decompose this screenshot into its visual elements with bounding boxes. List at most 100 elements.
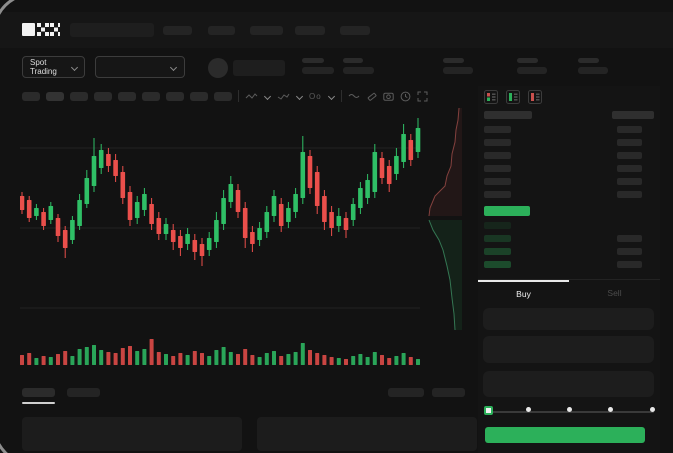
- interval-button[interactable]: [46, 91, 64, 101]
- bid-row[interactable]: [478, 219, 648, 232]
- wave-icon[interactable]: [348, 92, 360, 100]
- bid-row[interactable]: [478, 245, 648, 258]
- pair-dropdown[interactable]: [95, 56, 185, 78]
- stat-value-placeholder: [517, 67, 547, 74]
- price-input[interactable]: [483, 308, 654, 330]
- market-type-dropdown[interactable]: Spot Trading: [22, 56, 85, 78]
- stat-label-placeholder: [578, 58, 599, 63]
- stat-label-placeholder: [443, 58, 464, 63]
- chevron-down-icon: [170, 64, 177, 71]
- ask-price-placeholder: [484, 191, 511, 198]
- buy-submit-button[interactable]: [485, 427, 645, 443]
- ask-amount-placeholder: [617, 126, 642, 133]
- orderbook-bids: [478, 219, 648, 271]
- toolbar-divider: [238, 90, 239, 102]
- slider-stop[interactable]: [526, 407, 531, 412]
- ask-row[interactable]: [478, 175, 648, 188]
- ask-row[interactable]: [478, 136, 648, 149]
- chevron-down-icon[interactable]: [296, 93, 303, 100]
- okx-logo[interactable]: [22, 23, 60, 37]
- bid-price-placeholder: [484, 222, 511, 229]
- interval-button[interactable]: [94, 91, 112, 101]
- nav-item-placeholder[interactable]: [340, 26, 370, 35]
- indicator-line-icon[interactable]: [245, 92, 258, 101]
- ask-amount-placeholder: [617, 152, 642, 159]
- chevron-down-icon[interactable]: [264, 93, 271, 100]
- indicator-line2-icon[interactable]: [277, 92, 290, 101]
- tab-sell[interactable]: Sell: [607, 288, 622, 298]
- interval-button[interactable]: [142, 91, 160, 101]
- amount-input[interactable]: [483, 336, 654, 363]
- interval-button[interactable]: [118, 91, 136, 101]
- bid-amount-placeholder: [617, 261, 642, 268]
- stat-value-placeholder: [343, 67, 374, 74]
- ruler-icon[interactable]: [366, 91, 377, 102]
- clock-icon[interactable]: [400, 91, 411, 102]
- amount-slider[interactable]: [484, 406, 655, 419]
- interval-button[interactable]: [22, 91, 40, 101]
- stat-value-placeholder: [302, 67, 334, 74]
- nav-item-placeholder[interactable]: [295, 26, 325, 35]
- price-column-header: [484, 110, 532, 119]
- slider-handle[interactable]: [484, 406, 493, 415]
- orderbook-header: [478, 108, 660, 121]
- bid-price-placeholder: [484, 235, 511, 242]
- nav-item-placeholder[interactable]: [208, 26, 235, 35]
- orderbook-asks: [478, 123, 648, 201]
- ask-row[interactable]: [478, 149, 648, 162]
- slider-stop[interactable]: [567, 407, 572, 412]
- ask-row[interactable]: [478, 162, 648, 175]
- bottom-tab[interactable]: [67, 388, 100, 397]
- stat-label-placeholder: [343, 58, 363, 63]
- bid-row[interactable]: [478, 258, 648, 271]
- ask-price-placeholder: [484, 165, 511, 172]
- bid-amount-placeholder: [617, 248, 642, 255]
- ask-price-placeholder: [484, 139, 511, 146]
- bottom-tab-active[interactable]: [22, 388, 55, 397]
- header-search-placeholder[interactable]: [70, 23, 154, 37]
- book-sell-icon[interactable]: [528, 90, 542, 104]
- stat-value-placeholder: [443, 67, 473, 74]
- amount-column-header: [612, 110, 654, 119]
- chevron-down-icon[interactable]: [328, 93, 335, 100]
- ask-amount-placeholder: [617, 139, 642, 146]
- ask-price-placeholder: [484, 178, 511, 185]
- total-input[interactable]: [483, 371, 654, 397]
- ask-row[interactable]: [478, 188, 648, 201]
- ask-row[interactable]: [478, 123, 648, 136]
- bottom-chip[interactable]: [432, 388, 465, 397]
- nav-item-placeholder[interactable]: [250, 26, 283, 35]
- ask-amount-placeholder: [617, 191, 642, 198]
- bottom-tabs: [0, 385, 478, 407]
- book-both-icon[interactable]: [484, 90, 498, 104]
- ask-price-placeholder: [484, 126, 511, 133]
- right-panel: Buy Sell: [478, 86, 660, 453]
- toolbar-divider: [340, 90, 342, 102]
- camera-icon[interactable]: [382, 91, 394, 101]
- interval-button[interactable]: [214, 91, 232, 101]
- orderbook-view-toggles: [484, 90, 542, 104]
- last-price-highlight[interactable]: [484, 206, 530, 216]
- slider-stop[interactable]: [608, 407, 613, 412]
- nav-item-placeholder[interactable]: [163, 26, 192, 35]
- bid-price-placeholder: [484, 248, 511, 255]
- orders-panel-placeholder: [22, 417, 242, 451]
- bid-price-placeholder: [484, 261, 511, 268]
- overlay-oo-icon[interactable]: Oo: [309, 91, 322, 101]
- book-buy-icon[interactable]: [506, 90, 520, 104]
- slider-stop[interactable]: [650, 407, 655, 412]
- bottom-chip[interactable]: [388, 388, 424, 397]
- candlestick-chart[interactable]: [20, 108, 462, 375]
- tab-buy[interactable]: Buy: [478, 280, 569, 302]
- interval-button[interactable]: [70, 91, 88, 101]
- ask-amount-placeholder: [617, 178, 642, 185]
- top-header: [0, 12, 673, 48]
- interval-button[interactable]: [166, 91, 184, 101]
- coin-avatar: [208, 58, 228, 78]
- bid-row[interactable]: [478, 232, 648, 245]
- chart-toolbar: Oo: [0, 86, 462, 106]
- expand-icon[interactable]: [417, 91, 428, 102]
- interval-button[interactable]: [190, 91, 208, 101]
